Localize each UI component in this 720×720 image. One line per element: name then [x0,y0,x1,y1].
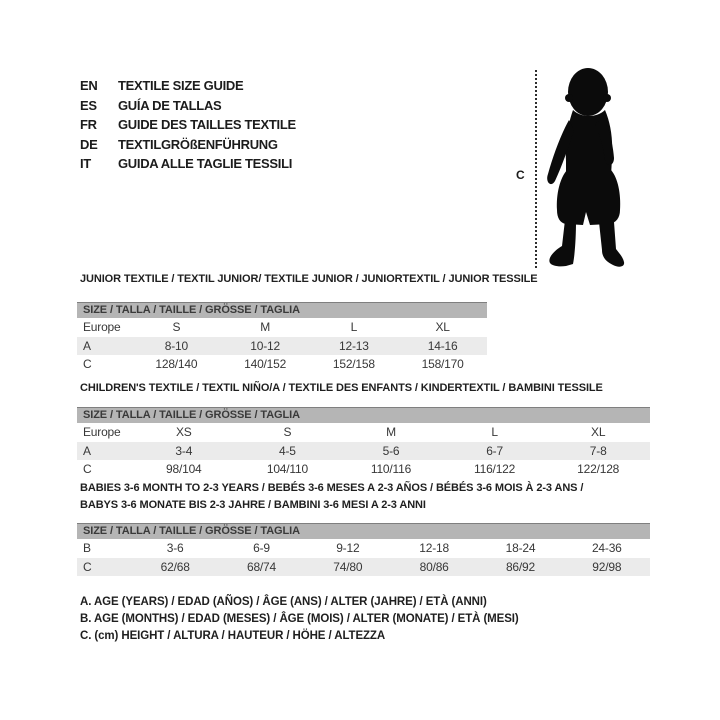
size-table-row: B 3-6 6-9 9-12 12-18 18-24 24-36 [77,539,650,558]
section-title-line: BABIES 3-6 MONTH TO 2-3 YEARS / BEBÉS 3-… [80,482,584,494]
size-table: SIZE / TALLA / TAILLE / GRÖSSE / TAGLIA E… [77,302,487,374]
row-cell: 104/110 [266,462,308,476]
size-table-row: Europe S M L XL [77,318,487,337]
row-cell: 6-7 [486,443,503,458]
language-label: GUIDA ALLE TAGLIE TESSILI [118,156,293,172]
row-cell: 24-36 [591,541,622,555]
size-table: SIZE / TALLA / TAILLE / GRÖSSE / TAGLIA E… [77,407,650,479]
row-cell: 4-5 [279,443,296,458]
row-cell: 3-4 [175,443,193,458]
row-cell: XL [591,425,606,439]
row-cell: 152/158 [332,357,375,371]
height-measure-label: C [516,168,525,182]
row-cell: 122/128 [577,462,620,476]
size-table-header: SIZE / TALLA / TAILLE / GRÖSSE / TAGLIA [77,407,650,423]
row-cell: 92/98 [592,559,622,574]
row-cell: 6-9 [253,541,270,555]
row-label: C [83,462,92,476]
language-code: FR [80,117,97,133]
row-cell: 86/92 [505,559,535,574]
language-list: EN TEXTILE SIZE GUIDE ES GUÍA DE TALLAS FR GU… [80,76,296,174]
row-cell: 10-12 [250,338,280,353]
row-cell: 158/170 [421,357,464,371]
row-cell: XL [435,320,450,334]
row-cell: 14-16 [427,338,458,353]
height-measure-dotted-line [535,70,537,268]
section-title-line: JUNIOR TEXTILE / TEXTIL JUNIOR/ TEXTILE … [80,273,538,285]
row-cell: 128/140 [155,357,198,371]
row-cell: 98/104 [166,462,202,476]
row-cell: 62/68 [160,559,190,574]
row-cell: 9-12 [336,541,360,555]
row-cell: L [491,425,498,439]
row-cell: 74/80 [333,559,363,574]
legend: A. AGE (YEARS) / EDAD (AÑOS) / ÂGE (ANS)… [80,594,519,645]
language-label: GUIDE DES TAILLES TEXTILE [118,117,296,133]
size-table-row: C 98/104 104/110 110/116 116/122 122/128 [77,460,650,479]
legend-line: B. AGE (MONTHS) / EDAD (MESES) / ÂGE (MO… [80,613,519,625]
row-cell: 18-24 [505,541,536,555]
row-cell: 110/116 [370,462,412,476]
row-cell: 80/86 [419,559,449,574]
row-cell: 140/152 [244,357,287,371]
language-row: DE TEXTILGRÖßENFÜHRUNG [80,135,296,155]
row-label: C [83,357,92,371]
language-label: GUÍA DE TALLAS [118,97,222,113]
row-cell: 12-18 [419,541,449,555]
language-code: ES [80,97,97,113]
size-table-header: SIZE / TALLA / TAILLE / GRÖSSE / TAGLIA [77,302,487,318]
size-table-row: C 128/140 140/152 152/158 158/170 [77,355,487,374]
row-cell: S [283,425,292,439]
row-cell: 5-6 [382,443,400,458]
size-table-row: A 8-10 10-12 12-13 14-16 [77,336,487,355]
row-cell: S [172,320,181,334]
row-label: C [83,559,92,574]
language-code: DE [80,136,98,152]
size-table-row: Europe XS S M L XL [77,423,650,442]
row-cell: 8-10 [164,338,188,353]
row-label: B [83,541,91,555]
row-label: A [83,443,91,458]
row-cell: M [260,320,271,334]
row-label: Europe [83,320,121,334]
size-table-row: A 3-4 4-5 5-6 6-7 7-8 [77,441,650,460]
section-babies-textile: BABIES 3-6 MONTH TO 2-3 YEARS / BEBÉS 3-… [77,480,650,576]
language-label: TEXTILE SIZE GUIDE [118,78,244,94]
language-row: ES GUÍA DE TALLAS [80,96,296,116]
language-row: EN TEXTILE SIZE GUIDE [80,76,296,96]
row-cell: 116/122 [474,462,516,476]
size-table-header: SIZE / TALLA / TAILLE / GRÖSSE / TAGLIA [77,523,650,539]
row-label: Europe [83,425,121,439]
language-code: EN [80,78,98,94]
row-cell: 3-6 [166,541,184,555]
language-row: FR GUIDE DES TAILLES TEXTILE [80,115,296,135]
legend-line: A. AGE (YEARS) / EDAD (AÑOS) / ÂGE (ANS)… [80,596,487,608]
row-cell: XS [175,425,192,439]
row-cell: M [386,425,396,439]
size-table: SIZE / TALLA / TAILLE / GRÖSSE / TAGLIA B… [77,523,650,576]
section-title-line: BABYS 3-6 MONATE BIS 2-3 JAHRE / BAMBINI… [80,499,426,511]
language-row: IT GUIDA ALLE TAGLIE TESSILI [80,154,296,174]
row-label: A [83,338,91,353]
toddler-silhouette-icon [547,68,625,267]
row-cell: 68/74 [246,559,276,574]
row-cell: 7-8 [589,443,607,458]
section-title-line: CHILDREN'S TEXTILE / TEXTIL NIÑO/A / TEX… [80,382,603,394]
row-cell: L [350,320,358,334]
section-junior-textile: JUNIOR TEXTILE / TEXTIL JUNIOR/ TEXTILE … [77,271,538,374]
legend-line: C. (cm) HEIGHT / ALTURA / HAUTEUR / HÖHE… [80,630,386,642]
section-childrens-textile: CHILDREN'S TEXTILE / TEXTIL NIÑO/A / TEX… [77,380,650,479]
size-table-row: C 62/68 68/74 74/80 80/86 86/92 92/98 [77,557,650,576]
language-code: IT [80,156,91,172]
row-cell: 12-13 [339,338,369,353]
language-label: TEXTILGRÖßENFÜHRUNG [118,136,278,152]
